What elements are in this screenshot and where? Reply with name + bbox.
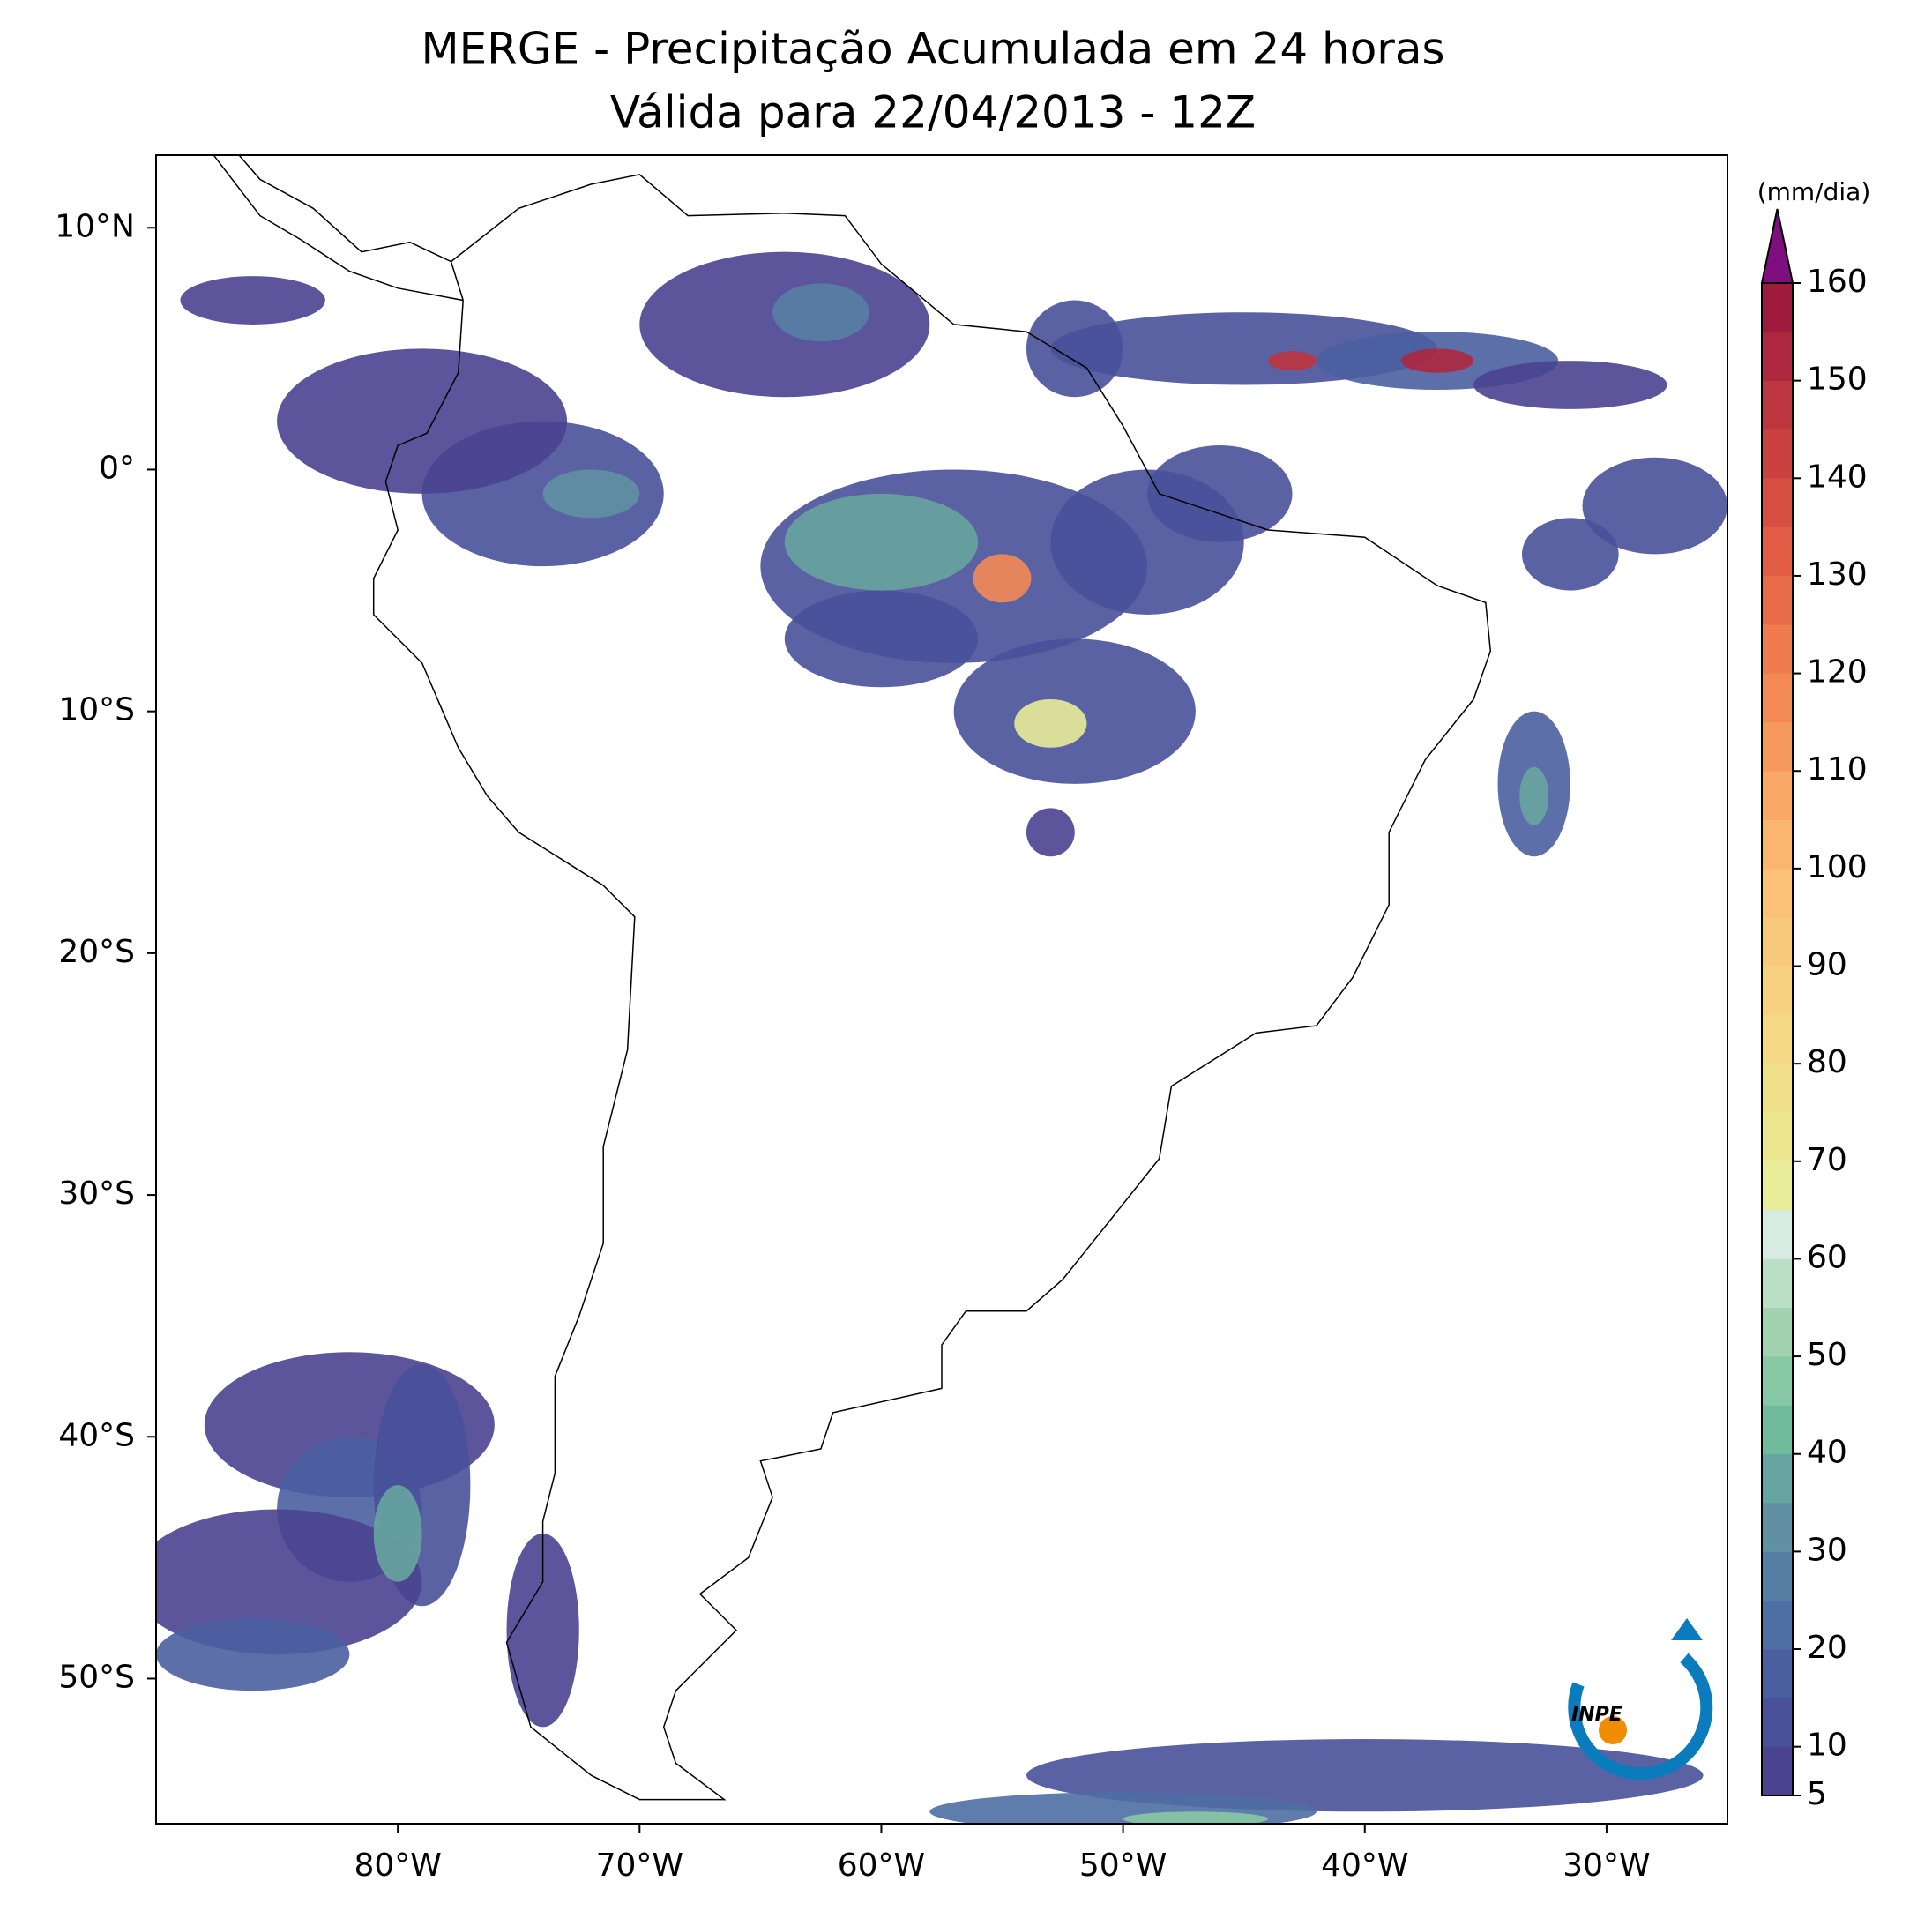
x-tick-label: 30°W bbox=[1563, 1848, 1650, 1884]
colorbar-tick-label: 100 bbox=[1807, 849, 1868, 885]
colorbar-band bbox=[1761, 1209, 1794, 1259]
map-frame bbox=[155, 154, 1728, 1825]
colorbar-band bbox=[1761, 1600, 1794, 1650]
map-area bbox=[156, 155, 1727, 1824]
colorbar-band bbox=[1761, 721, 1794, 772]
colorbar-band bbox=[1761, 1648, 1794, 1698]
colorbar-tick-label: 160 bbox=[1807, 264, 1868, 300]
title: MERGE - Precipitação Acumulada em 24 hor… bbox=[421, 24, 1444, 75]
x-tick-label: 50°W bbox=[1079, 1848, 1167, 1884]
colorbar-band bbox=[1761, 673, 1794, 723]
colorbar-band bbox=[1761, 1014, 1794, 1064]
colorbar-band bbox=[1761, 1112, 1794, 1162]
coastline bbox=[213, 155, 464, 302]
precip-area bbox=[784, 590, 979, 688]
colorbar-band bbox=[1761, 1355, 1794, 1406]
colorbar-tick-label: 140 bbox=[1807, 459, 1868, 495]
precip-area bbox=[1026, 1739, 1704, 1812]
colorbar-band bbox=[1761, 1405, 1794, 1454]
y-tick-label: 30°S bbox=[58, 1176, 135, 1212]
colorbar-band bbox=[1761, 429, 1794, 479]
coastline bbox=[372, 174, 1492, 1801]
precip-area bbox=[1123, 1811, 1269, 1824]
colorbar-band bbox=[1761, 380, 1794, 430]
y-tick-label: 10°N bbox=[55, 208, 135, 244]
precip-area bbox=[542, 469, 640, 519]
colorbar-band bbox=[1761, 966, 1794, 1016]
colorbar-band bbox=[1761, 868, 1794, 918]
colorbar-tick-label: 50 bbox=[1807, 1337, 1847, 1373]
precip-area bbox=[1268, 351, 1317, 371]
colorbar-tick-label: 40 bbox=[1807, 1435, 1847, 1471]
precip-area bbox=[156, 1617, 350, 1691]
precip-area bbox=[784, 493, 979, 591]
colorbar-band bbox=[1761, 575, 1794, 625]
colorbar-tick-label: 130 bbox=[1807, 556, 1868, 593]
colorbar-band bbox=[1761, 624, 1794, 674]
logo-text: INPE bbox=[1571, 1704, 1622, 1726]
colorbar-band bbox=[1761, 1258, 1794, 1309]
colorbar-band bbox=[1761, 1698, 1794, 1747]
y-tick-label: 20°S bbox=[58, 934, 135, 970]
x-tick-label: 40°W bbox=[1321, 1848, 1408, 1884]
precip-area bbox=[373, 1485, 422, 1582]
precip-area bbox=[1519, 766, 1549, 825]
precip-area bbox=[180, 276, 325, 325]
colorbar-band bbox=[1761, 1063, 1794, 1113]
y-tick-label: 10°S bbox=[58, 692, 135, 728]
colorbar-band bbox=[1761, 282, 1794, 332]
precip-area bbox=[1014, 698, 1087, 748]
y-tick-label: 50°S bbox=[58, 1659, 135, 1695]
x-tick-label: 80°W bbox=[354, 1848, 441, 1884]
colorbar-label: (mm/dia) bbox=[1757, 177, 1871, 206]
colorbar-band bbox=[1761, 1453, 1794, 1504]
precip-area bbox=[973, 554, 1032, 603]
precip-area bbox=[1147, 445, 1293, 542]
colorbar-band bbox=[1761, 478, 1794, 527]
logo-arrow bbox=[1671, 1618, 1703, 1640]
precip-area bbox=[156, 1509, 422, 1655]
logo-dot bbox=[1599, 1716, 1627, 1744]
colorbar-tick-label: 110 bbox=[1807, 751, 1868, 788]
colorbar-band bbox=[1761, 916, 1794, 967]
colorbar-tick-label: 20 bbox=[1807, 1630, 1847, 1666]
colorbar-tick-label: 5 bbox=[1807, 1776, 1827, 1812]
precip-area bbox=[1521, 518, 1619, 591]
x-tick-label: 70°W bbox=[596, 1848, 683, 1884]
x-tick-label: 60°W bbox=[838, 1848, 925, 1884]
precip-area bbox=[277, 348, 568, 494]
colorbar-tick-label: 30 bbox=[1807, 1532, 1847, 1568]
colorbar-band bbox=[1761, 1746, 1794, 1796]
colorbar-tick-label: 70 bbox=[1807, 1142, 1847, 1178]
colorbar-band bbox=[1761, 819, 1794, 870]
colorbar-band bbox=[1761, 526, 1794, 577]
colorbar-frame bbox=[1761, 282, 1794, 1796]
precip-area bbox=[1473, 361, 1667, 409]
colorbar-tick-label: 120 bbox=[1807, 654, 1868, 690]
precip-area bbox=[772, 283, 869, 342]
y-tick-label: 0° bbox=[99, 450, 135, 486]
colorbar-band bbox=[1761, 770, 1794, 820]
precip-area bbox=[1582, 457, 1727, 555]
colorbar-tick-label: 60 bbox=[1807, 1239, 1847, 1275]
colorbar-band bbox=[1761, 1502, 1794, 1552]
subtitle: Válida para 22/04/2013 - 12Z bbox=[610, 87, 1256, 138]
precip-area bbox=[1400, 348, 1474, 373]
colorbar-extend bbox=[1760, 208, 1794, 284]
colorbar-tick-label: 80 bbox=[1807, 1044, 1847, 1080]
colorbar-tick-label: 150 bbox=[1807, 362, 1868, 398]
colorbar-band bbox=[1761, 1307, 1794, 1357]
colorbar-band bbox=[1761, 332, 1794, 381]
y-tick-label: 40°S bbox=[58, 1417, 135, 1453]
colorbar-band bbox=[1761, 1161, 1794, 1211]
coastline bbox=[238, 155, 451, 263]
colorbar-tick-label: 10 bbox=[1807, 1728, 1847, 1764]
colorbar-band bbox=[1761, 1551, 1794, 1601]
logo: INPE bbox=[1568, 1618, 1713, 1780]
precip-area bbox=[506, 1533, 579, 1728]
logo-arc bbox=[1568, 1653, 1713, 1780]
precip-area bbox=[1026, 808, 1075, 857]
colorbar-tick-label: 90 bbox=[1807, 947, 1847, 983]
